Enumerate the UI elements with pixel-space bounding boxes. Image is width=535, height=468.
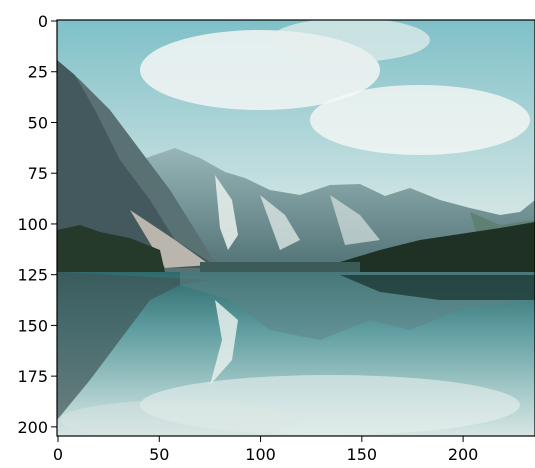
y-tick-label: 100 [17,215,48,234]
y-tick-label: 175 [17,367,48,386]
landscape-image [57,20,535,436]
plot-frame [56,19,535,437]
y-tick-label: 25 [28,63,48,82]
y-tick-label: 150 [17,316,48,335]
x-tick-label: 50 [149,445,169,464]
y-tick-label: 0 [38,12,48,31]
y-tick-label: 200 [17,418,48,437]
y-tick-label: 75 [28,164,48,183]
y-axis: 0 25 50 75 100 125 150 175 200 [17,12,57,437]
x-tick-label: 0 [53,445,63,464]
x-axis: 0 50 100 150 200 [53,436,478,464]
y-tick-label: 50 [28,113,48,132]
y-tick-label: 125 [17,266,48,285]
x-tick-label: 200 [448,445,479,464]
x-tick-label: 150 [347,445,378,464]
x-tick-label: 100 [245,445,276,464]
